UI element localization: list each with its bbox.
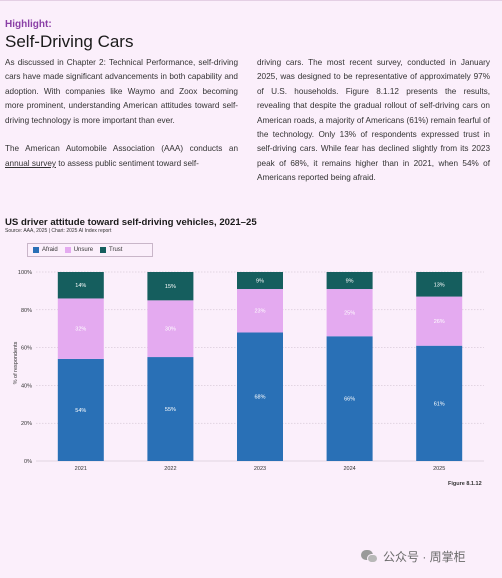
section-title: Self-Driving Cars <box>5 32 134 51</box>
legend-label: Afraid <box>42 247 58 253</box>
legend-item-trust: Trust <box>100 247 122 253</box>
legend-label: Unsure <box>73 247 94 253</box>
data-label: 55% <box>165 407 176 413</box>
watermark-text: 公众号 · 周掌柜 <box>383 550 466 564</box>
data-label: 15% <box>165 284 176 290</box>
wechat-icon <box>361 549 378 564</box>
y-tick-label: 20% <box>21 421 32 427</box>
legend-item-afraid: Afraid <box>33 247 58 253</box>
data-label: 9% <box>346 279 354 285</box>
data-label: 13% <box>434 282 445 288</box>
highlight-label: Highlight: <box>5 19 52 30</box>
data-label: 66% <box>344 397 355 403</box>
top-rule <box>0 0 502 1</box>
bar-segment-trust <box>147 272 194 301</box>
body-column-right: driving cars. The most recent survey, co… <box>257 56 490 200</box>
x-tick-label: 2024 <box>343 466 355 472</box>
legend-swatch-afraid <box>33 247 39 253</box>
x-tick-label: 2022 <box>164 466 176 472</box>
data-label: 23% <box>254 309 265 315</box>
y-tick-label: 80% <box>21 308 32 314</box>
y-tick-label: 40% <box>21 383 32 389</box>
data-label: 9% <box>256 279 264 285</box>
data-label: 26% <box>434 319 445 325</box>
figure-label: Figure 8.1.12 <box>448 481 482 487</box>
chart-source: Source: AAA, 2025 | Chart: 2025 AI Index… <box>5 228 112 234</box>
x-tick-label: 2021 <box>75 466 87 472</box>
data-label: 14% <box>75 283 86 289</box>
y-tick-label: 60% <box>21 346 32 352</box>
body-paragraph: As discussed in Chapter 2: Technical Per… <box>5 58 238 125</box>
bar-segment-afraid <box>147 357 194 461</box>
x-tick-label: 2023 <box>254 466 266 472</box>
legend-label: Trust <box>109 247 123 253</box>
body-text: The American Automobile Association (AAA… <box>5 144 238 154</box>
body-column-left: As discussed in Chapter 2: Technical Per… <box>5 56 238 186</box>
chart-title: US driver attitude toward self-driving v… <box>5 217 257 228</box>
legend-swatch-trust <box>100 247 107 253</box>
chart-legend: Afraid Unsure Trust <box>27 243 153 257</box>
bar-segment-trust <box>57 272 104 299</box>
data-label: 32% <box>75 327 86 333</box>
bar-segment-unsure <box>237 289 283 333</box>
annual-survey-link[interactable]: annual survey <box>5 158 56 168</box>
watermark: 公众号 · 周掌柜 <box>361 548 466 565</box>
bar-segment-unsure <box>147 300 194 358</box>
data-label: 68% <box>254 395 265 401</box>
bar-segment-trust <box>416 272 463 297</box>
legend-swatch-unsure <box>64 247 71 253</box>
data-label: 61% <box>434 401 445 407</box>
bar-segment-trust <box>326 272 373 290</box>
body-paragraph: driving cars. The most recent survey, co… <box>257 58 490 183</box>
bar-segment-trust <box>237 272 283 290</box>
bar-segment-afraid <box>326 336 373 461</box>
bar-segment-unsure <box>57 298 104 359</box>
bar-segment-unsure <box>326 289 373 337</box>
x-tick-label: 2025 <box>433 466 445 472</box>
y-tick-label: 100% <box>18 270 32 276</box>
data-label: 25% <box>344 311 355 317</box>
bar-segment-afraid <box>57 358 104 461</box>
data-label: 54% <box>75 408 86 414</box>
bar-segment-afraid <box>237 332 283 461</box>
bar-segment-unsure <box>416 296 463 346</box>
bar-segment-afraid <box>416 345 463 461</box>
y-tick-label: 0% <box>24 459 32 465</box>
data-label: 30% <box>165 327 176 333</box>
body-paragraph: The American Automobile Association (AAA… <box>5 142 238 171</box>
legend-item-unsure: Unsure <box>64 247 94 253</box>
body-text: to assess public sentiment toward self- <box>55 158 199 168</box>
